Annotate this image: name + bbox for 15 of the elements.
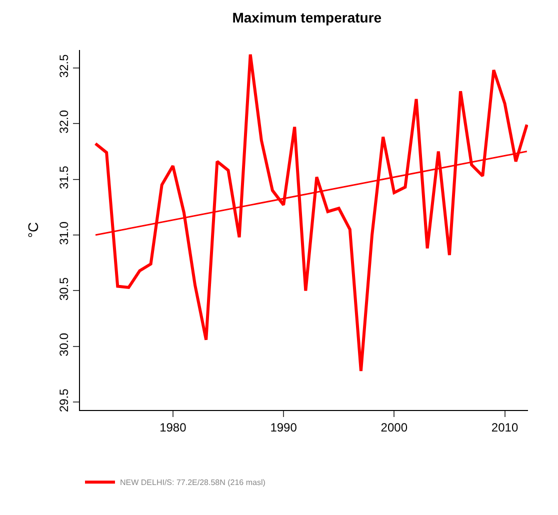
y-axis-title: °C: [24, 222, 41, 238]
y-tick-label: 30.5: [57, 276, 72, 301]
y-tick-label: 32.5: [57, 54, 72, 78]
y-tick-label: 29.5: [57, 388, 72, 412]
x-tick-label: 1990: [270, 420, 298, 434]
y-tick-label: 30.0: [57, 332, 72, 356]
x-tick-label: 2010: [491, 420, 518, 434]
y-tick-label: 31.0: [57, 221, 72, 245]
x-tick-label: 1980: [160, 420, 187, 434]
line-series: [94, 52, 528, 372]
x-tick-label: 2000: [380, 420, 408, 434]
y-tick-label: 31.5: [57, 165, 72, 190]
chart-title: Maximum temperature: [232, 10, 382, 26]
y-tick-label: 32.0: [57, 110, 72, 134]
legend-label: NEW DELHI/S: 77.2E/28.58N (216 masl): [120, 478, 266, 488]
